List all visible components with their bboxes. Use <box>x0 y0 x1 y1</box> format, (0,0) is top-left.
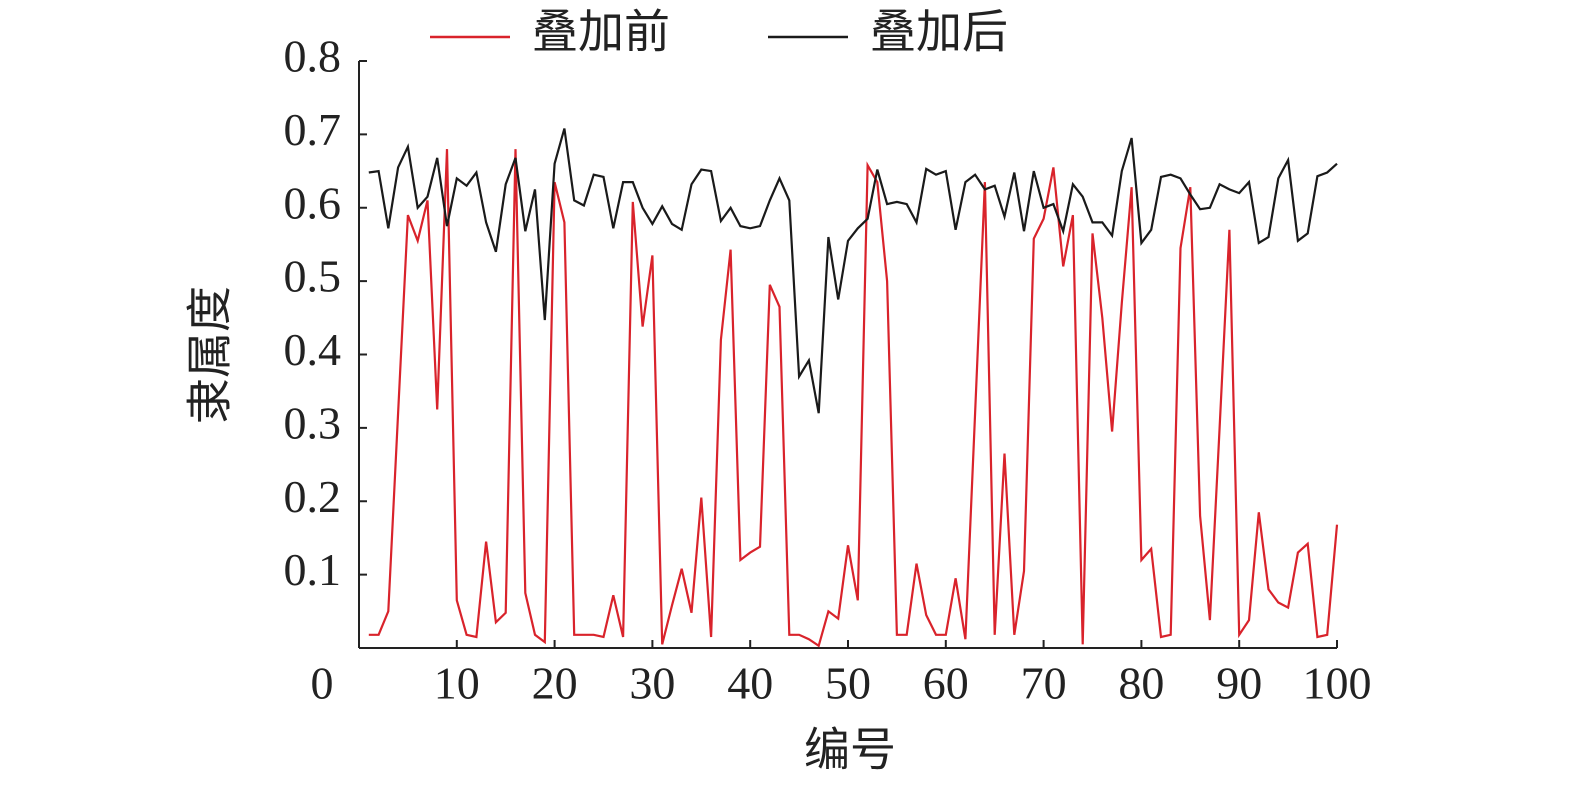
x-tick-label: 60 <box>923 658 969 709</box>
x-axis-label: 编号 <box>804 725 896 776</box>
legend-label: 叠加前 <box>532 7 670 58</box>
x-tick-label: 70 <box>1021 658 1067 709</box>
y-tick-label: 0.4 <box>284 324 342 375</box>
y-tick-label: 0.1 <box>284 544 342 595</box>
x-tick-label: 20 <box>532 658 578 709</box>
x-tick-label: 90 <box>1216 658 1262 709</box>
y-tick-label: 0.3 <box>284 397 342 448</box>
y-tick-label: 0.2 <box>284 471 342 522</box>
x-tick-label: 100 <box>1303 658 1372 709</box>
legend-label: 叠加后 <box>870 7 1008 58</box>
data-line <box>368 128 1338 414</box>
y-axis-label: 隶属度 <box>185 286 236 424</box>
x-tick-label: 50 <box>825 658 871 709</box>
x-tick-label: 0 <box>311 658 334 709</box>
x-tick-label: 10 <box>434 658 480 709</box>
x-tick-label: 30 <box>629 658 675 709</box>
y-tick-label: 0.6 <box>284 177 342 228</box>
x-tick-label: 40 <box>727 658 773 709</box>
y-tick-label: 0.7 <box>284 104 342 155</box>
x-tick-label: 80 <box>1118 658 1164 709</box>
data-line <box>368 149 1339 648</box>
y-tick-label: 0.5 <box>284 251 342 302</box>
y-tick-label: 0.8 <box>284 31 342 82</box>
